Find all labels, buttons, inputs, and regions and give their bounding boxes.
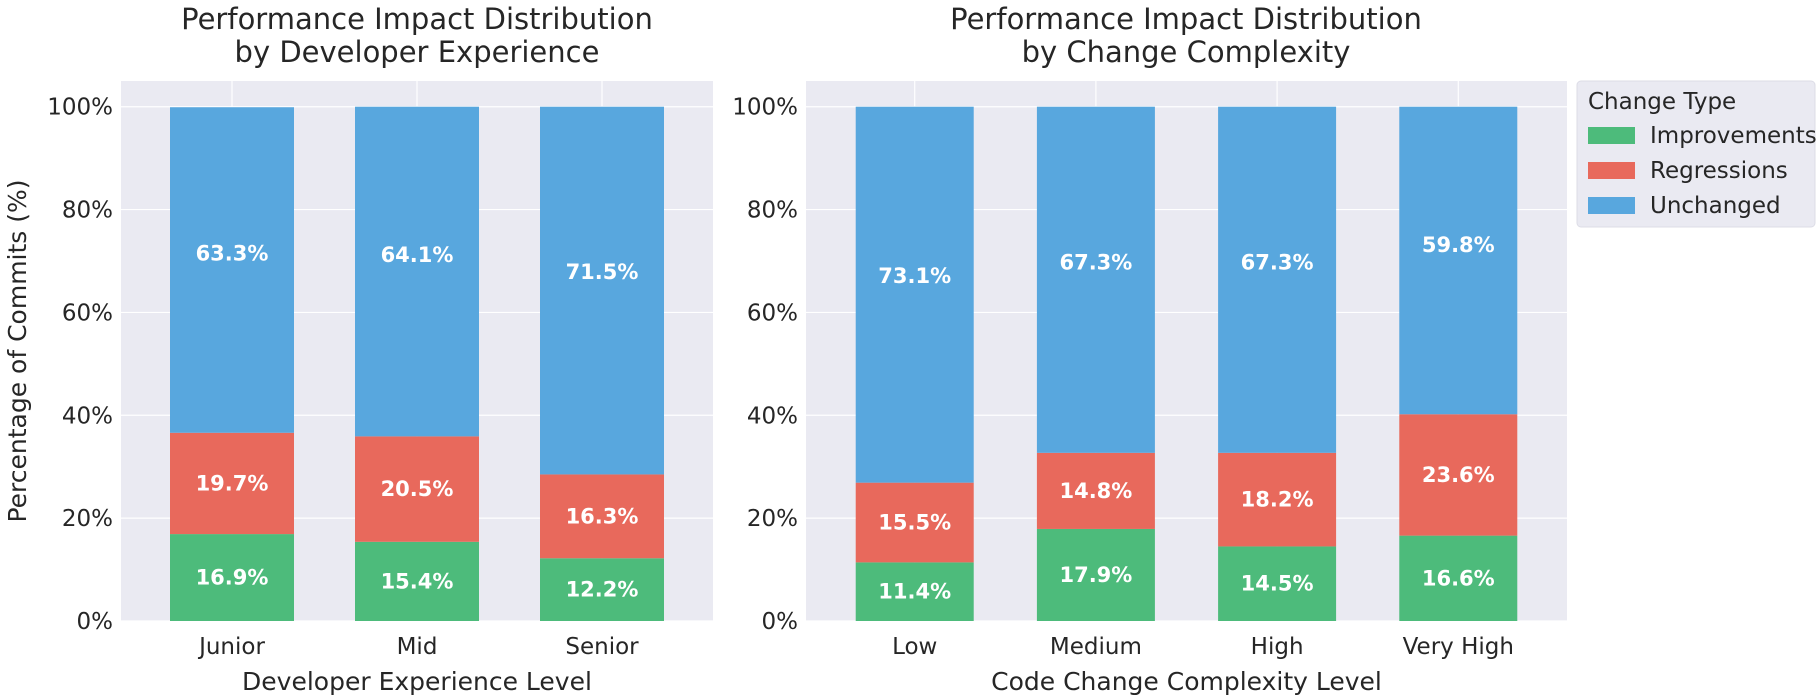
bar-improvements-mid bbox=[355, 541, 479, 621]
y-tick-label: 100% bbox=[732, 95, 798, 121]
bar-value-label: 18.2% bbox=[1241, 488, 1314, 512]
bar-value-label: 71.5% bbox=[566, 260, 639, 284]
bar-unchanged-low bbox=[855, 106, 974, 483]
bar-value-label: 14.8% bbox=[1059, 479, 1132, 503]
bar-improvements-medium bbox=[1036, 528, 1155, 621]
bar-value-label: 15.4% bbox=[381, 569, 454, 593]
y-tick-label: 100% bbox=[47, 95, 113, 121]
chart-title: Performance Impact Distribution bbox=[181, 2, 653, 36]
bar-value-label: 59.8% bbox=[1422, 233, 1495, 257]
x-tick-label: Mid bbox=[397, 634, 438, 660]
bar-regressions-very-high bbox=[1399, 414, 1518, 536]
y-tick-label: 60% bbox=[747, 300, 798, 326]
bar-value-label: 19.7% bbox=[196, 471, 269, 495]
bar-unchanged-high bbox=[1218, 106, 1337, 453]
bar-value-label: 16.9% bbox=[196, 566, 269, 590]
bar-regressions-medium bbox=[1036, 452, 1155, 529]
chart-title: by Developer Experience bbox=[235, 35, 600, 69]
bar-unchanged-junior bbox=[170, 107, 294, 433]
bar-value-label: 16.6% bbox=[1422, 566, 1495, 590]
bar-value-label: 64.1% bbox=[381, 243, 454, 267]
x-tick-label: Medium bbox=[1050, 634, 1142, 660]
bar-value-label: 11.4% bbox=[878, 580, 951, 604]
legend-label-improvements: Improvements bbox=[1650, 123, 1817, 149]
bar-value-label: 20.5% bbox=[381, 477, 454, 501]
y-tick-label: 0% bbox=[762, 609, 799, 635]
legend-label-unchanged: Unchanged bbox=[1650, 193, 1781, 219]
bar-regressions-high bbox=[1218, 452, 1337, 547]
legend-box bbox=[1576, 80, 1816, 228]
y-tick-label: 40% bbox=[747, 403, 798, 429]
bar-improvements-low bbox=[855, 562, 974, 621]
x-tick-label: Senior bbox=[565, 634, 639, 660]
bar-regressions-junior bbox=[170, 432, 294, 535]
y-tick-label: 40% bbox=[62, 403, 113, 429]
x-tick-label: Junior bbox=[197, 634, 265, 660]
bar-unchanged-very-high bbox=[1399, 106, 1518, 415]
bar-unchanged-mid bbox=[355, 106, 479, 437]
bar-value-label: 16.3% bbox=[566, 504, 639, 528]
legend-label-regressions: Regressions bbox=[1650, 158, 1788, 184]
chart-panel-1: 0% 20% 40% 60% 80% 100% 16.9% 19.7% 63.3% Junior 1… bbox=[3, 2, 713, 696]
bar-value-label: 17.9% bbox=[1059, 563, 1132, 587]
bar-value-label: 67.3% bbox=[1241, 250, 1314, 274]
bar-regressions-mid bbox=[355, 436, 479, 542]
y-axis-label: Percentage of Commits (%) bbox=[3, 179, 32, 522]
bar-regressions-senior bbox=[540, 474, 664, 559]
y-tick-label: 80% bbox=[62, 198, 113, 224]
bar-regressions-low bbox=[855, 482, 974, 563]
bar-improvements-very-high bbox=[1399, 535, 1518, 621]
bar-improvements-high bbox=[1218, 546, 1337, 621]
legend-swatch-unchanged bbox=[1588, 197, 1635, 214]
x-axis-label: Code Change Complexity Level bbox=[991, 667, 1382, 696]
x-tick-label: Low bbox=[892, 634, 937, 660]
bar-unchanged-medium bbox=[1036, 106, 1155, 453]
y-tick-label: 20% bbox=[62, 506, 113, 532]
chart-panel-2: 0% 20% 40% 60% 80% 100% 11.4% 15.5% 73.1% Low 17.9… bbox=[732, 2, 1567, 696]
bar-value-label: 23.6% bbox=[1422, 463, 1495, 487]
y-tick-label: 80% bbox=[747, 198, 798, 224]
bar-value-label: 63.3% bbox=[196, 242, 269, 266]
bar-unchanged-senior bbox=[540, 106, 664, 475]
legend: Change Type Improvements Regressions Unchan… bbox=[1576, 80, 1817, 228]
legend-swatch-regressions bbox=[1588, 162, 1635, 179]
x-tick-label: Very High bbox=[1403, 634, 1514, 660]
legend-title: Change Type bbox=[1588, 89, 1736, 115]
bar-value-label: 73.1% bbox=[878, 264, 951, 288]
bar-improvements-senior bbox=[540, 558, 664, 621]
bar-improvements-junior bbox=[170, 534, 294, 621]
bar-value-label: 12.2% bbox=[566, 578, 639, 602]
chart-title: Performance Impact Distribution bbox=[950, 2, 1422, 36]
x-axis-label: Developer Experience Level bbox=[242, 667, 592, 696]
y-tick-label: 60% bbox=[62, 300, 113, 326]
bar-value-label: 14.5% bbox=[1241, 572, 1314, 596]
y-tick-label: 20% bbox=[747, 506, 798, 532]
bar-value-label: 67.3% bbox=[1059, 250, 1132, 274]
legend-swatch-improvements bbox=[1588, 127, 1635, 144]
chart-title: by Change Complexity bbox=[1022, 35, 1351, 69]
x-tick-label: High bbox=[1251, 634, 1304, 660]
y-tick-label: 0% bbox=[77, 609, 114, 635]
bar-value-label: 15.5% bbox=[878, 511, 951, 535]
